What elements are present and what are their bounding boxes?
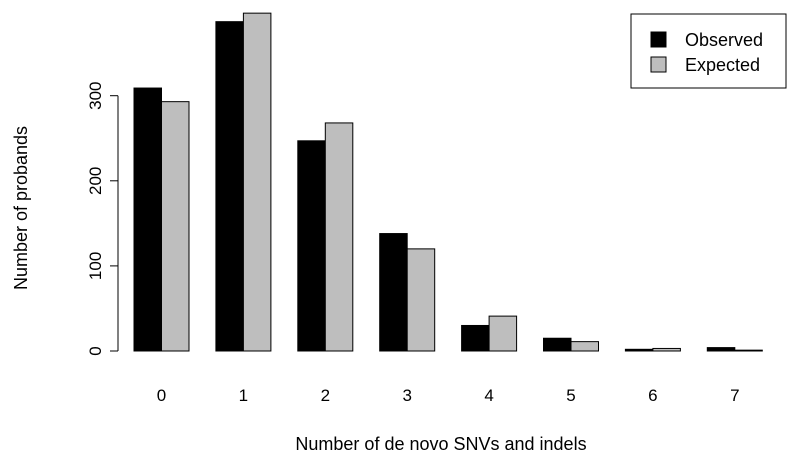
legend-box — [630, 13, 787, 89]
bar-expected-5 — [570, 341, 599, 352]
bar-observed-5 — [543, 337, 572, 352]
x-tick-label: 3 — [402, 386, 411, 405]
bar-observed-2 — [297, 140, 326, 352]
bar-expected-0 — [161, 101, 190, 352]
legend-label-observed: Observed — [685, 30, 763, 50]
x-tick-label: 7 — [730, 386, 739, 405]
legend-label-expected: Expected — [685, 55, 760, 75]
y-axis: 0 100 200 300 — [86, 82, 119, 356]
bar-expected-7 — [734, 349, 763, 352]
bar-expected-4 — [488, 315, 518, 352]
x-tick-label: 6 — [648, 386, 657, 405]
y-tick-label: 100 — [86, 252, 105, 280]
bar-observed-6 — [624, 348, 654, 352]
bar-expected-2 — [324, 122, 354, 352]
y-axis-label: Number of probands — [11, 126, 31, 290]
x-tick-label: 5 — [566, 386, 575, 405]
bar-observed-4 — [461, 324, 490, 352]
bar-observed-7 — [706, 347, 736, 352]
bar-observed-3 — [379, 233, 408, 352]
bars — [133, 12, 763, 352]
x-axis-label: Number of de novo SNVs and indels — [295, 434, 586, 454]
bar-observed-0 — [133, 87, 162, 352]
x-tick-labels: 0 1 2 3 4 5 6 7 — [157, 386, 740, 405]
y-tick-label: 0 — [86, 346, 105, 355]
x-tick-label: 4 — [484, 386, 493, 405]
legend-swatch-expected — [650, 56, 667, 73]
y-tick-label: 300 — [86, 82, 105, 110]
bar-observed-1 — [215, 21, 244, 352]
y-tick-label: 200 — [86, 167, 105, 195]
x-tick-label: 2 — [321, 386, 330, 405]
legend-swatch-observed — [650, 31, 667, 48]
bar-expected-1 — [242, 12, 272, 352]
legend: Observed Expected — [630, 13, 787, 89]
bar-expected-6 — [652, 347, 681, 352]
bar-expected-3 — [406, 248, 436, 352]
x-tick-label: 1 — [239, 386, 248, 405]
x-tick-label: 0 — [157, 386, 166, 405]
